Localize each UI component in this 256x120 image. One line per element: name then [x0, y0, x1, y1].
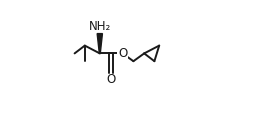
Text: NH₂: NH₂	[89, 21, 111, 33]
Text: O: O	[118, 47, 127, 60]
Text: O: O	[106, 73, 116, 86]
Polygon shape	[97, 34, 102, 53]
